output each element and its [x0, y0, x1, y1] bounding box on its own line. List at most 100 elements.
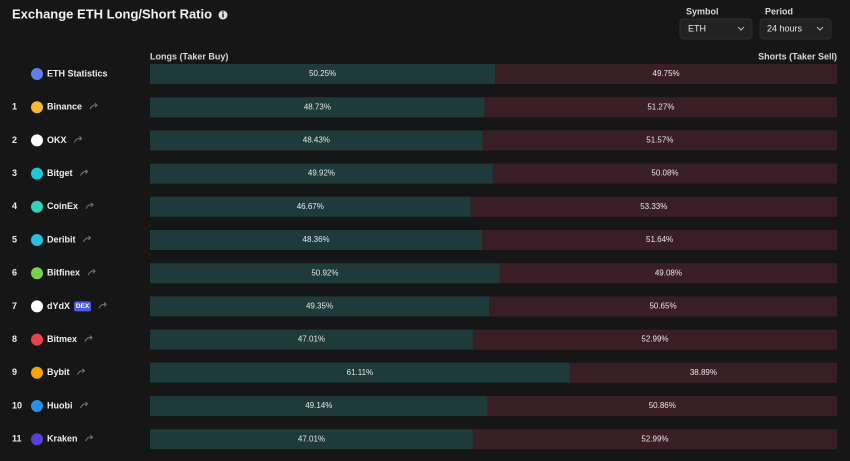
share-icon[interactable]: [85, 434, 94, 442]
long-label: 47.01%: [298, 335, 325, 344]
short-label: 52.99%: [641, 434, 668, 443]
exchange-icon: [31, 433, 43, 446]
rank: 4: [12, 201, 17, 211]
shorts-header: Shorts (Taker Sell): [758, 51, 837, 61]
share-icon[interactable]: [84, 335, 93, 342]
short-bar: [472, 329, 837, 350]
exchange-icon: [31, 101, 43, 114]
rank: 9: [12, 367, 17, 377]
long-label: 49.14%: [305, 401, 332, 410]
long-label: 49.35%: [306, 302, 333, 311]
exchange-icon: [31, 267, 43, 280]
rank: 3: [12, 168, 17, 178]
symbol-select[interactable]: ETH: [679, 18, 753, 40]
share-icon[interactable]: [85, 202, 94, 210]
page-title: Exchange ETH Long/Short Ratio: [12, 6, 212, 21]
long-label: 48.73%: [304, 102, 331, 111]
period-value: 24 hours: [767, 23, 803, 33]
period-label: Period: [765, 6, 793, 16]
short-bar: [470, 196, 837, 217]
symbol-value: ETH: [688, 23, 706, 33]
exchange-icon: [31, 366, 43, 379]
share-icon[interactable]: [80, 169, 89, 176]
short-label: 50.86%: [649, 401, 676, 410]
rank: 11: [12, 434, 22, 444]
exchange-name: Binance: [47, 102, 82, 112]
exchange-name: CoinEx: [47, 201, 78, 211]
long-label: 46.67%: [297, 202, 324, 211]
short-label: 51.64%: [646, 235, 673, 244]
short-bar: [489, 296, 837, 317]
long-bar: [150, 163, 493, 184]
short-bar: [487, 396, 837, 416]
share-icon[interactable]: [80, 401, 89, 409]
exchange-icon: [31, 134, 43, 147]
long-bar: [150, 130, 483, 151]
rank: 1: [12, 102, 17, 112]
long-label: 47.01%: [298, 434, 325, 443]
short-bar: [492, 163, 837, 184]
exchange-name: Huobi: [47, 400, 73, 410]
exchange-icon: [31, 68, 43, 80]
rank: 8: [12, 334, 17, 344]
share-icon[interactable]: [74, 136, 83, 143]
short-label: 50.08%: [651, 169, 678, 178]
exchange-icon: [31, 167, 43, 180]
short-bar: [484, 97, 837, 118]
exchange-name: dYdX: [47, 301, 70, 311]
long-label: 49.92%: [308, 169, 335, 178]
long-bar: [150, 362, 570, 383]
short-bar: [569, 362, 837, 383]
share-icon[interactable]: [89, 102, 98, 110]
rank: 7: [12, 301, 17, 311]
short-label: 50.65%: [649, 302, 676, 311]
long-bar: [150, 230, 483, 250]
share-icon[interactable]: [77, 368, 86, 376]
share-icon[interactable]: [98, 302, 107, 309]
period-select[interactable]: 24 hours: [759, 18, 832, 40]
short-bar: [472, 429, 837, 450]
share-icon[interactable]: [83, 235, 92, 243]
symbol-label: Symbol: [686, 6, 719, 16]
rank: 5: [12, 234, 17, 244]
long-bar: [150, 329, 473, 350]
short-label: 53.33%: [640, 202, 667, 211]
short-bar: [499, 263, 837, 284]
rank: 10: [12, 400, 22, 410]
long-bar: [150, 396, 488, 416]
exchange-name: Kraken: [47, 434, 78, 444]
long-label: 50.92%: [311, 268, 338, 277]
exchange-name: OKX: [47, 135, 67, 145]
long-bar: [150, 196, 471, 217]
long-bar: [150, 296, 490, 317]
exchange-icon: [31, 333, 43, 346]
short-bar: [495, 64, 837, 84]
exchange-name: ETH Statistics: [47, 68, 108, 78]
long-label: 48.36%: [303, 235, 330, 244]
rank: 2: [12, 135, 17, 145]
exchange-name: Bitfinex: [47, 268, 80, 278]
badge: DEX: [76, 303, 90, 310]
info-icon[interactable]: [218, 10, 228, 20]
longs-header: Longs (Taker Buy): [150, 51, 228, 61]
share-icon[interactable]: [87, 268, 96, 276]
exchange-icon: [31, 200, 43, 213]
exchange-icon: [31, 234, 43, 246]
short-label: 49.08%: [655, 268, 682, 277]
exchange-name: Bybit: [47, 367, 70, 377]
long-label: 50.25%: [309, 69, 336, 78]
long-label: 61.11%: [347, 368, 374, 377]
long-bar: [150, 64, 496, 84]
long-bar: [150, 263, 500, 284]
short-label: 51.27%: [647, 102, 674, 111]
exchange-icon: [31, 300, 43, 313]
short-label: 49.75%: [653, 69, 680, 78]
long-bar: [150, 97, 485, 118]
exchange-name: Bitmex: [47, 334, 77, 344]
short-label: 51.57%: [646, 136, 673, 145]
rank: 6: [12, 268, 17, 278]
long-bar: [150, 429, 473, 450]
short-label: 38.89%: [690, 368, 717, 377]
long-label: 48.43%: [303, 136, 330, 145]
